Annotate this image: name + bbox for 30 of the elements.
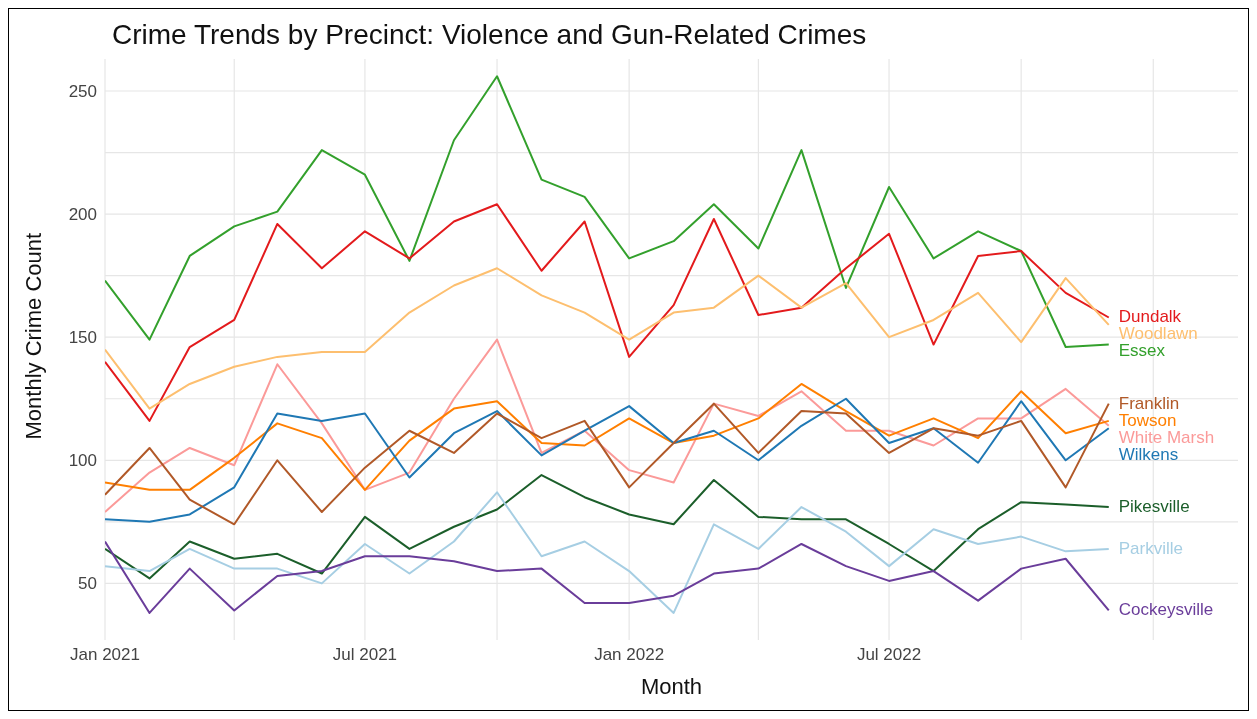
- series-label: Wilkens: [1118, 444, 1179, 464]
- line-series: [105, 267, 1110, 410]
- y-axis-title: Monthly Crime Count: [20, 232, 46, 440]
- line-series: [105, 382, 1110, 491]
- y-tick-label: 100: [68, 451, 97, 471]
- line-series: [105, 203, 1110, 422]
- x-tick-label: Jul 2021: [332, 645, 398, 665]
- y-tick-label: 200: [68, 205, 97, 225]
- series-label: Parkville: [1118, 538, 1184, 558]
- series-label: Dundalk: [1118, 307, 1182, 327]
- x-axis-title: Month: [640, 674, 703, 699]
- line-series: [105, 338, 1110, 513]
- series-label: Pikesville: [1118, 497, 1190, 517]
- x-tick-label: Jul 2022: [856, 645, 922, 665]
- series-label: Essex: [1118, 341, 1166, 361]
- series-label: White Marsh: [1118, 427, 1215, 447]
- y-tick-label: 50: [78, 574, 97, 594]
- line-series: [105, 540, 1110, 614]
- chart-title: Crime Trends by Precinct: Violence and Gun-Related Crimes: [112, 19, 867, 51]
- y-tick-label: 150: [68, 328, 97, 348]
- line-series: [105, 491, 1110, 614]
- line-series: [105, 474, 1110, 580]
- series-label: Franklin: [1118, 393, 1180, 413]
- series-label: Woodlawn: [1118, 324, 1198, 344]
- series-label: Cockeysville: [1118, 600, 1214, 620]
- x-tick-label: Jan 2021: [70, 645, 140, 665]
- line-series: [105, 75, 1110, 349]
- x-tick-label: Jan 2022: [594, 645, 665, 665]
- y-tick-label: 250: [68, 82, 97, 102]
- series-label: Towson: [1118, 410, 1177, 430]
